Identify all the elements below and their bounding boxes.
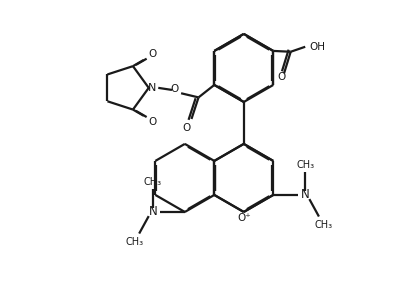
Text: O: O (148, 117, 156, 127)
Text: O: O (171, 84, 179, 94)
Text: CH₃: CH₃ (126, 237, 144, 247)
Text: O: O (148, 49, 156, 59)
Text: N: N (148, 205, 157, 219)
Text: O: O (182, 123, 190, 133)
Text: O⁺: O⁺ (237, 213, 251, 223)
Text: N: N (148, 83, 156, 93)
Text: CH₃: CH₃ (296, 160, 314, 170)
Text: N: N (301, 188, 309, 202)
Text: OH: OH (310, 42, 326, 52)
Text: O: O (277, 72, 285, 83)
Text: CH₃: CH₃ (144, 177, 162, 187)
Text: CH₃: CH₃ (314, 220, 332, 230)
